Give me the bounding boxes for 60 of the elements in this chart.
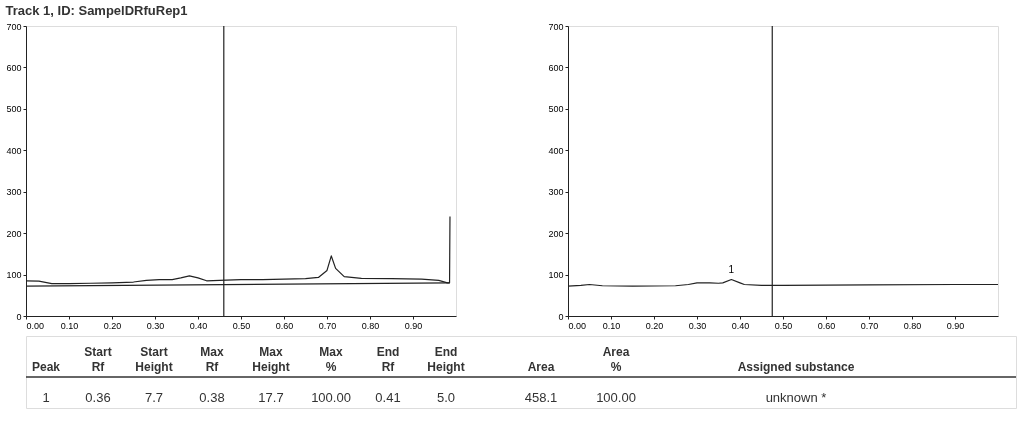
x-tick-label: 0.20	[645, 320, 664, 331]
text: Assigned substance	[737, 360, 855, 374]
text: Peak	[31, 360, 61, 374]
x-tick-label: 0.50	[232, 320, 251, 331]
text: unknown *	[765, 390, 827, 405]
x-tick-label: 0.70	[318, 320, 337, 331]
x-tick-label: 0.00	[26, 320, 45, 331]
text: 100.00	[311, 390, 351, 405]
x-tick-label: 0.60	[275, 320, 294, 331]
x-tick-label: 0.50	[774, 320, 793, 331]
text: Max %	[319, 345, 343, 374]
x-tick-label: 0.30	[688, 320, 707, 331]
text: 458.1	[524, 390, 558, 405]
x-tick-label: 0.10	[60, 320, 79, 331]
y-tick-label: 0	[16, 311, 22, 322]
x-tick-label: 0.40	[731, 320, 750, 331]
chart-title: Track 1, ID: SampelDRfuRep1	[5, 2, 188, 18]
text: 0.38	[199, 390, 225, 405]
x-tick-label: 0.60	[817, 320, 836, 331]
x-tick-label: 0.80	[361, 320, 380, 331]
y-tick-label: 0	[558, 311, 564, 322]
y-tick-label: 500	[548, 104, 564, 115]
text: 0.41	[375, 390, 401, 405]
annotation: 1	[728, 263, 735, 275]
y-tick-label: 600	[548, 62, 564, 73]
y-tick-label: 700	[548, 21, 564, 32]
y-tick-label: 400	[6, 145, 22, 156]
y-tick-label: 500	[6, 104, 22, 115]
text: Start Rf	[84, 345, 112, 374]
text: End Height	[427, 345, 465, 374]
x-tick-label: 0.90	[404, 320, 423, 331]
y-tick-label: 700	[6, 21, 22, 32]
x-tick-label: 0.80	[903, 320, 922, 331]
x-tick-label: 0.00	[568, 320, 587, 331]
y-tick-label: 400	[548, 145, 564, 156]
y-tick-label: 200	[6, 228, 22, 239]
x-tick-label: 0.70	[860, 320, 879, 331]
y-tick-label: 300	[548, 187, 564, 198]
text: 7.7	[144, 390, 164, 405]
y-tick-label: 300	[6, 187, 22, 198]
text: Start Height	[135, 345, 173, 374]
text: 0.36	[85, 390, 111, 405]
x-tick-label: 0.90	[946, 320, 965, 331]
x-tick-label: 0.40	[189, 320, 208, 331]
y-tick-label: 600	[6, 62, 22, 73]
x-tick-label: 0.30	[146, 320, 165, 331]
text: 17.7	[258, 390, 284, 405]
y-tick-label: 200	[548, 228, 564, 239]
text: Max Height	[252, 345, 290, 374]
text: 100.00	[596, 390, 636, 405]
text: End Rf	[376, 345, 400, 374]
x-tick-label: 0.10	[602, 320, 621, 331]
text: Max Rf	[200, 345, 224, 374]
text: Area	[527, 360, 555, 374]
text: Area %	[602, 345, 630, 374]
text: 5.0	[436, 390, 456, 405]
text: 1	[42, 390, 50, 405]
y-tick-label: 100	[548, 270, 564, 281]
y-tick-label: 100	[6, 270, 22, 281]
x-tick-label: 0.20	[103, 320, 122, 331]
